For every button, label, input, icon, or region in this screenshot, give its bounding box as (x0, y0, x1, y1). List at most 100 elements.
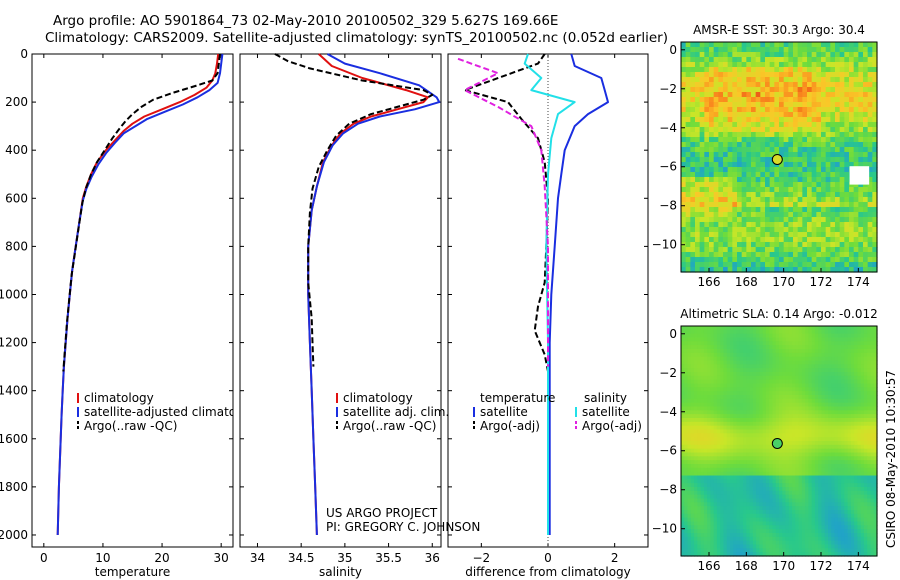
sla-cell (765, 444, 770, 450)
sla-cell (779, 467, 783, 473)
sla-cell (762, 460, 767, 465)
sla-cell (736, 410, 741, 415)
sla-cell (759, 494, 764, 500)
sst-cell (699, 147, 705, 153)
sla-cell (749, 490, 754, 496)
sla-cell (697, 360, 702, 365)
sla-cell (811, 498, 816, 503)
sla-cell (801, 383, 806, 388)
sst-cell (783, 262, 789, 268)
sla-cell (707, 372, 711, 377)
sst-cell (872, 247, 878, 253)
sst-cell (727, 247, 733, 253)
sla-cell (772, 429, 777, 434)
sla-cell (756, 506, 760, 511)
sst-cell (825, 122, 831, 128)
sst-cell (830, 222, 836, 228)
sst-cell (853, 262, 859, 268)
sla-cell (824, 364, 829, 369)
sst-cell (690, 67, 696, 73)
sla-cell (769, 364, 774, 369)
sst-cell (704, 237, 710, 243)
sst-cell (830, 182, 836, 188)
sla-cell (772, 460, 777, 465)
sla-cell (769, 368, 774, 373)
sst-cell (695, 77, 701, 83)
sla-cell (818, 352, 823, 358)
sla-cell (723, 368, 728, 373)
sla-cell (805, 444, 809, 450)
sla-cell (697, 506, 702, 511)
sla-cell (821, 391, 826, 396)
sla-cell (746, 448, 751, 454)
sla-cell (749, 444, 754, 450)
sla-cell (801, 444, 806, 450)
sla-cell (707, 429, 711, 434)
sla-cell (730, 441, 734, 446)
sst-cell (732, 172, 738, 178)
sst-cell (867, 167, 873, 173)
sst-cell (783, 127, 789, 133)
sst-cell (737, 222, 743, 228)
sst-cell (746, 42, 752, 48)
sst-cell (788, 142, 794, 148)
sla-cell (801, 368, 806, 373)
sla-cell (828, 326, 832, 331)
sla-cell (814, 391, 819, 396)
sst-cell (839, 162, 845, 168)
sst-cell (751, 197, 757, 203)
sla-cell (841, 368, 845, 373)
sst-cell (867, 62, 873, 68)
sst-cell (858, 152, 864, 158)
sst-cell (760, 222, 766, 228)
sla-cell (798, 437, 803, 442)
sla-cell (798, 391, 803, 396)
sla-cell (690, 395, 695, 400)
sst-cell (704, 127, 710, 133)
sst-cell (774, 122, 780, 128)
sst-cell (685, 147, 691, 153)
sla-cell (824, 479, 829, 484)
sla-cell (808, 337, 813, 342)
sla-cell (762, 502, 767, 507)
sla-cell (730, 379, 734, 385)
sst-cell (779, 142, 785, 148)
sst-cell (695, 132, 701, 138)
sst-cell (774, 112, 780, 118)
sst-cell (825, 182, 831, 188)
sla-cell (824, 460, 829, 465)
sla-cell (844, 391, 849, 396)
sst-cell (755, 57, 761, 63)
sla-cell (854, 341, 858, 346)
sla-cell (867, 356, 872, 362)
sst-cell (816, 252, 822, 258)
sst-cell (863, 132, 869, 138)
sst-cell (793, 212, 799, 218)
sst-cell (723, 207, 729, 213)
sla-cell (828, 487, 832, 492)
sst-cell (769, 192, 775, 198)
sst-cell (699, 92, 705, 98)
sla-cell (808, 506, 813, 511)
sst-cell (863, 217, 869, 223)
sla-cell (775, 352, 780, 358)
sla-cell (834, 506, 839, 511)
sla-cell (700, 479, 705, 484)
sla-cell (710, 333, 715, 339)
sla-cell (860, 448, 865, 454)
sst-cell (755, 87, 761, 93)
sla-cell (720, 506, 725, 511)
sla-cell (818, 452, 823, 457)
sla-cell (687, 487, 692, 492)
sla-cell (710, 326, 715, 331)
sla-cell (687, 406, 692, 411)
sla-cell (873, 329, 878, 335)
sla-cell (857, 444, 862, 450)
sla-cell (752, 379, 757, 385)
sla-cell (710, 475, 715, 480)
sla-cell (837, 352, 842, 358)
sst-cell (737, 137, 743, 143)
sla-cell (818, 460, 823, 465)
sst-cell (802, 187, 808, 193)
sst-cell (816, 177, 822, 183)
